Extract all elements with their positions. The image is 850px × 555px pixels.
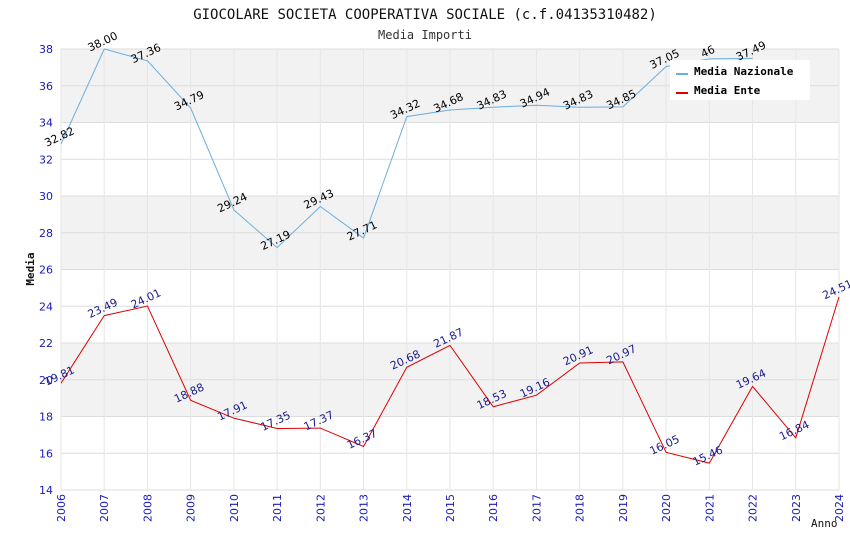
x-tick-label: 2010 — [228, 494, 241, 522]
y-tick-label: 22 — [39, 337, 53, 350]
y-tick-label: 24 — [39, 300, 53, 313]
x-tick-label: 2015 — [444, 494, 457, 522]
x-tick-label: 2012 — [314, 494, 327, 522]
grid-lines — [60, 48, 840, 491]
y-tick-label: 32 — [39, 153, 53, 166]
y-tick-label: 36 — [39, 80, 53, 93]
x-tick-label: 2016 — [487, 494, 500, 522]
x-axis-label: Anno — [811, 517, 838, 530]
y-tick-label: 26 — [39, 264, 53, 277]
x-tick-label: 2007 — [98, 494, 111, 522]
legend-background — [670, 60, 810, 100]
x-tick-label: 2014 — [401, 494, 414, 522]
series-line-media-ente — [60, 296, 840, 464]
x-tick-label: 2011 — [271, 494, 284, 522]
legend-label-media-ente: Media Ente — [694, 84, 761, 97]
series-lines — [60, 48, 840, 464]
x-tick-label: 2009 — [185, 494, 198, 522]
chart-title: GIOCOLARE SOCIETA COOPERATIVA SOCIALE (c… — [193, 7, 657, 23]
x-tick-label: 2021 — [703, 494, 716, 522]
data-label: 46 — [699, 43, 717, 61]
x-tick-label: 2024 — [833, 494, 846, 522]
x-tick-label: 2020 — [660, 494, 673, 522]
x-tick-label: 2018 — [574, 494, 587, 522]
x-tick-label: 2008 — [141, 494, 154, 522]
y-tick-label: 38 — [39, 43, 53, 56]
y-tick-label: 18 — [39, 411, 53, 424]
y-tick-label: 14 — [39, 484, 53, 497]
chart-subtitle: Media Importi — [378, 28, 472, 42]
y-tick-label: 30 — [39, 190, 53, 203]
y-axis-label: Media — [24, 252, 37, 285]
series-line-media-nazionale — [60, 48, 753, 249]
x-tick-label: 2022 — [747, 494, 760, 522]
x-tick-label: 2013 — [358, 494, 371, 522]
x-tick-label: 2023 — [790, 494, 803, 522]
y-axis-ticks: 14 16 18 20 22 24 26 28 30 32 34 36 38 — [39, 43, 53, 497]
y-tick-label: 20 — [39, 374, 53, 387]
legend-label-media-nazionale: Media Nazionale — [694, 65, 794, 78]
y-tick-label: 28 — [39, 227, 53, 240]
x-tick-label: 2017 — [530, 494, 543, 522]
y-tick-label: 16 — [39, 447, 53, 460]
x-tick-label: 2019 — [617, 494, 630, 522]
y-tick-label: 34 — [39, 117, 53, 130]
x-tick-label: 2006 — [55, 494, 68, 522]
legend: Media Nazionale Media Ente — [670, 60, 810, 100]
x-axis-ticks: 2006 2007 2008 2009 2010 2011 2012 2013 2014 2015… — [55, 494, 846, 522]
